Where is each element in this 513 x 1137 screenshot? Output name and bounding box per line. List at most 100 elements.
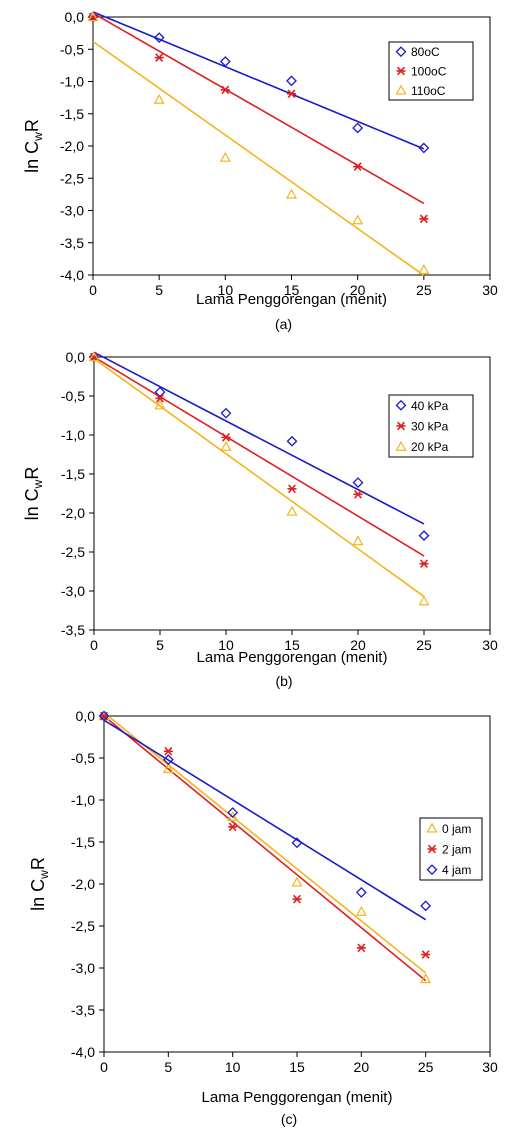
panel-c-point-asterisk-d2 bbox=[293, 894, 301, 904]
panel-c-point-diamond bbox=[291, 837, 303, 849]
panel-a-point-asterisk bbox=[220, 85, 230, 95]
panel-c-panel-label: (c) bbox=[281, 1111, 297, 1127]
panel-a-y-axis-label-main: ln C bbox=[22, 141, 42, 173]
panel-a-fit-line-0 bbox=[92, 11, 425, 150]
panel-b-legend-marker-triangle bbox=[395, 440, 407, 451]
panel-c-point-asterisk-d2 bbox=[164, 746, 173, 756]
panel-c-x-tick-label: 30 bbox=[482, 1059, 498, 1075]
panel-a-x-tick-label: 30 bbox=[482, 282, 498, 298]
panel-c-y-axis-label-tail: R bbox=[28, 857, 48, 870]
panel-a-point-diamond bbox=[87, 11, 99, 23]
panel-b-point-triangle bbox=[352, 535, 364, 546]
panel-c-point-diamond bbox=[98, 710, 110, 722]
panel-a-point-diamond bbox=[352, 122, 364, 134]
panel-b-fit-line-0 bbox=[93, 351, 425, 525]
panel-b-y-tick-label: -3,0 bbox=[61, 583, 85, 599]
panel-b-y-tick-label: -0,5 bbox=[61, 388, 85, 404]
panel-a-point-asterisk-d2 bbox=[89, 12, 97, 22]
panel-a-y-axis-label: ln CwR bbox=[22, 119, 45, 173]
panel-b-x-tick-label: 20 bbox=[350, 637, 366, 653]
panel-a-point-asterisk bbox=[287, 89, 296, 99]
panel-c-legend: 0 jam 2 jam 4 jam bbox=[419, 817, 483, 881]
panel-a-point-asterisk bbox=[353, 162, 363, 171]
panel-a-point-asterisk-d2 bbox=[155, 53, 164, 62]
panel-b-legend-marker-asterisk bbox=[396, 421, 406, 431]
panel-c-y-tick-label: 0,0 bbox=[76, 708, 96, 724]
panel-a-fit-line-2 bbox=[92, 40, 425, 276]
panel-a-x-axis-label: Lama Penggorengan (menit) bbox=[196, 291, 387, 308]
panel-b-point-asterisk-d2 bbox=[420, 559, 428, 569]
panel-b-point-asterisk-d2 bbox=[222, 432, 230, 442]
panel-b-y-axis-label-tail: R bbox=[22, 467, 42, 480]
panel-b-x-tick-label: 30 bbox=[482, 637, 498, 653]
panel-c-x-axis-label: Lama Penggorengan (menit) bbox=[202, 1089, 393, 1106]
panel-b-legend-marker-asterisk-d2 bbox=[397, 421, 405, 431]
panel-b-legend-label: 40 kPa bbox=[411, 399, 449, 413]
panel-b-legend: 40 kPa 30 kPa 20 kPa bbox=[388, 394, 474, 458]
panel-a: 0 5 10 15 20 25 30 0,0 -0,5 -1,0 -1,5 -2,0 -2,5 -3,0 -… bbox=[22, 9, 498, 332]
panel-b-x-tick-label: 25 bbox=[416, 637, 432, 653]
panel-c-point-asterisk-d2 bbox=[421, 950, 430, 959]
panel-b-point-asterisk bbox=[155, 393, 165, 403]
panel-c-y-axis-label: ln CwR bbox=[28, 857, 51, 911]
panel-a-point-triangle bbox=[285, 188, 298, 199]
panel-b-x-tick-label: 15 bbox=[284, 637, 300, 653]
panel-a-legend-label: 80oC bbox=[411, 45, 440, 59]
panel-b-point-asterisk-d2 bbox=[156, 393, 164, 403]
panel-c-y-tick-label: -4,0 bbox=[71, 1044, 95, 1060]
panel-b-point-diamond bbox=[418, 530, 430, 542]
panel-b-y-tick-label: -2,0 bbox=[61, 505, 85, 521]
panel-b-point-asterisk-d2 bbox=[90, 352, 98, 362]
panel-b-point-diamond bbox=[286, 435, 298, 447]
panel-b-point-diamond bbox=[88, 351, 100, 363]
panel-a-legend-marker-triangle bbox=[395, 84, 407, 95]
panel-a-point-asterisk bbox=[419, 214, 429, 224]
panel-b-point-triangle bbox=[154, 399, 166, 410]
panel-c-legend-label: 2 jam bbox=[442, 843, 471, 857]
panel-a-point-asterisk-d2 bbox=[221, 85, 230, 95]
panel-a-y-tick-label: -1,5 bbox=[60, 106, 84, 122]
panel-a-point-asterisk-d2 bbox=[353, 162, 362, 171]
panel-c-legend-marker-asterisk bbox=[427, 844, 437, 854]
panel-a-y-tick-label: -4,0 bbox=[60, 267, 84, 283]
panel-b-x-tick-label: 5 bbox=[156, 637, 164, 653]
panel-b-y-tick-label: -1,0 bbox=[61, 427, 85, 443]
panel-a-y-tick-label: -3,0 bbox=[60, 203, 84, 219]
panel-c-y-tick-label: -3,0 bbox=[71, 960, 95, 976]
panel-b-point-diamond bbox=[220, 407, 232, 419]
panel-c-legend-marker-triangle bbox=[426, 822, 438, 833]
panel-c-legend-marker-asterisk-d2 bbox=[428, 844, 436, 854]
panel-b-point-asterisk bbox=[287, 484, 297, 494]
panel-a-point-diamond bbox=[418, 142, 430, 154]
panel-c-x-tick-label: 10 bbox=[225, 1059, 241, 1075]
panel-c-point-diamond bbox=[227, 807, 239, 819]
panel-c-y-axis-label-sub: w bbox=[37, 870, 51, 880]
panel-c-point-diamond bbox=[162, 754, 174, 766]
panel-a-legend-marker-diamond bbox=[395, 46, 407, 58]
panel-a-point-triangle bbox=[352, 214, 364, 225]
panel-a-x-tick-label: 5 bbox=[155, 282, 163, 298]
panel-b-point-diamond bbox=[352, 477, 364, 488]
panel-c-point-asterisk bbox=[421, 950, 431, 959]
panel-a-y-axis-label-sub: w bbox=[31, 132, 45, 142]
panel-a-y-tick-label: 0,0 bbox=[65, 9, 85, 25]
panel-c-point-triangle bbox=[355, 905, 367, 916]
panel-c-fit-line-0 bbox=[103, 712, 427, 974]
panel-c-point-asterisk bbox=[292, 894, 302, 904]
panel-c: 0 5 10 15 20 25 30 0,0 -0,5 -1,0 -1,5 -2,0 -2,5 -3,0 -… bbox=[28, 708, 498, 1127]
panel-c-point-triangle bbox=[227, 811, 239, 822]
panel-c-point-asterisk bbox=[228, 822, 238, 832]
panel-b-point-triangle bbox=[418, 595, 430, 606]
panel-a-y-tick-label: -2,5 bbox=[60, 170, 84, 186]
panel-a-point-diamond bbox=[153, 32, 165, 44]
panel-a-y-tick-label: -0,5 bbox=[60, 41, 84, 57]
panel-c-point-asterisk-d2 bbox=[357, 943, 366, 953]
panel-b-fit-line-1 bbox=[93, 356, 425, 557]
panel-c-legend-label: 0 jam bbox=[442, 822, 471, 836]
panel-c-y-tick-label: -2,0 bbox=[71, 876, 95, 892]
panel-b-y-axis-label-main: ln C bbox=[22, 488, 42, 520]
panel-b-y-tick-label: -3,5 bbox=[61, 622, 85, 638]
panel-c-x-tick-label: 25 bbox=[418, 1059, 434, 1075]
panel-c-legend-label: 4 jam bbox=[442, 863, 471, 877]
